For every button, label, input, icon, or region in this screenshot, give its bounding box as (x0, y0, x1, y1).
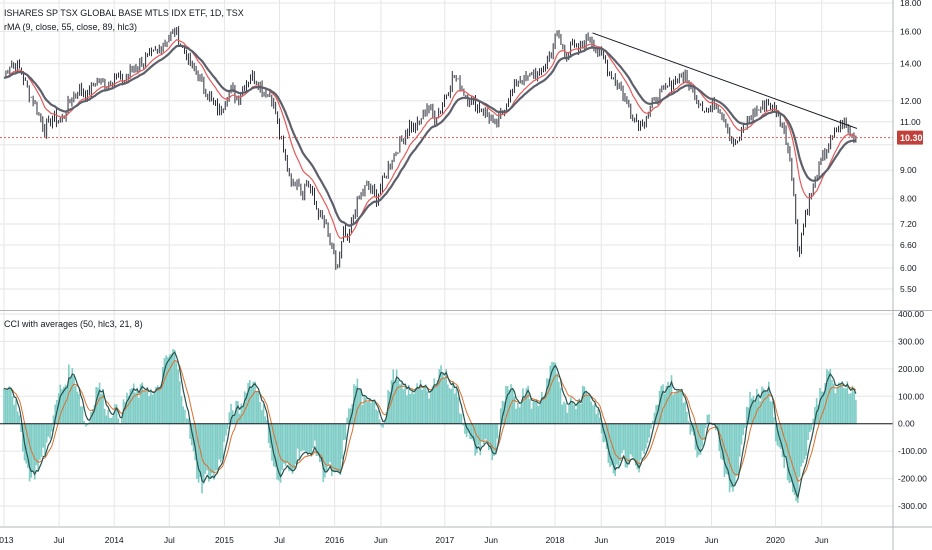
cci-axis-tick: 0.00 (898, 419, 915, 429)
cci-axis-tick: 200.00 (898, 364, 924, 374)
time-axis-tick: Jul (54, 535, 65, 545)
price-axis-tick: 7.20 (900, 219, 917, 229)
time-axis-tick: Jul (274, 535, 285, 545)
price-axis-tick: 14.00 (900, 59, 922, 69)
resistance-trendline (592, 32, 858, 129)
time-axis-tick: 2015 (215, 535, 234, 545)
price-axis-tick: 11.00 (900, 117, 921, 127)
price-axis-tick: 9.00 (900, 165, 917, 175)
cci-axis-tick: -200.00 (898, 474, 927, 484)
cci-axis-tick: -300.00 (898, 501, 927, 511)
cci-axis-tick: 100.00 (898, 391, 924, 401)
time-axis-tick: 2016 (325, 535, 344, 545)
time-axis-tick: 2019 (656, 535, 675, 545)
time-axis-tick: 2018 (546, 535, 565, 545)
cci-indicator-label[interactable]: CCI with averages (50, hlc3, 21, 8) (4, 319, 143, 329)
time-axis-tick: Jun (484, 535, 498, 545)
price-axis-tick: 8.00 (900, 194, 917, 204)
time-axis-tick: 2014 (105, 535, 124, 545)
time-axis-tick: 2013 (0, 535, 14, 545)
time-axis-tick: Jun (815, 535, 829, 545)
rma-indicator-label[interactable]: rMA (9, close, 55, close, 89, hlc3) (4, 22, 138, 32)
time-axis-tick: Jun (705, 535, 719, 545)
time-axis-tick: Jun (594, 535, 608, 545)
price-series (0, 26, 893, 270)
cci-axis-tick: 300.00 (898, 336, 924, 346)
cci-axis-tick: -100.00 (898, 446, 927, 456)
cci-series (0, 349, 893, 503)
time-axis-tick: Jul (164, 535, 175, 545)
price-axis-tick: 18.00 (900, 0, 922, 8)
price-axis-tick: 6.60 (900, 240, 917, 250)
cci-signal-line (3, 360, 857, 483)
time-axis-tick: Jun (374, 535, 388, 545)
price-axis-tick: 6.00 (900, 263, 917, 273)
time-axis-tick: 2017 (435, 535, 454, 545)
slow-ma-line (3, 44, 857, 227)
time-axis-tick: 2020 (766, 535, 785, 545)
last-price-label: 10.30 (900, 133, 923, 143)
fast-ma-line (3, 38, 857, 240)
price-axis-tick: 5.50 (900, 284, 917, 294)
price-axis-tick: 16.00 (900, 26, 922, 36)
price-grid (0, 0, 893, 310)
symbol-title: ISHARES SP TSX GLOBAL BASE MTLS IDX ETF,… (4, 8, 244, 18)
price-axis-tick: 12.00 (900, 96, 922, 106)
last-price-badge (897, 130, 923, 145)
cci-axis-tick: 400.00 (898, 309, 924, 319)
